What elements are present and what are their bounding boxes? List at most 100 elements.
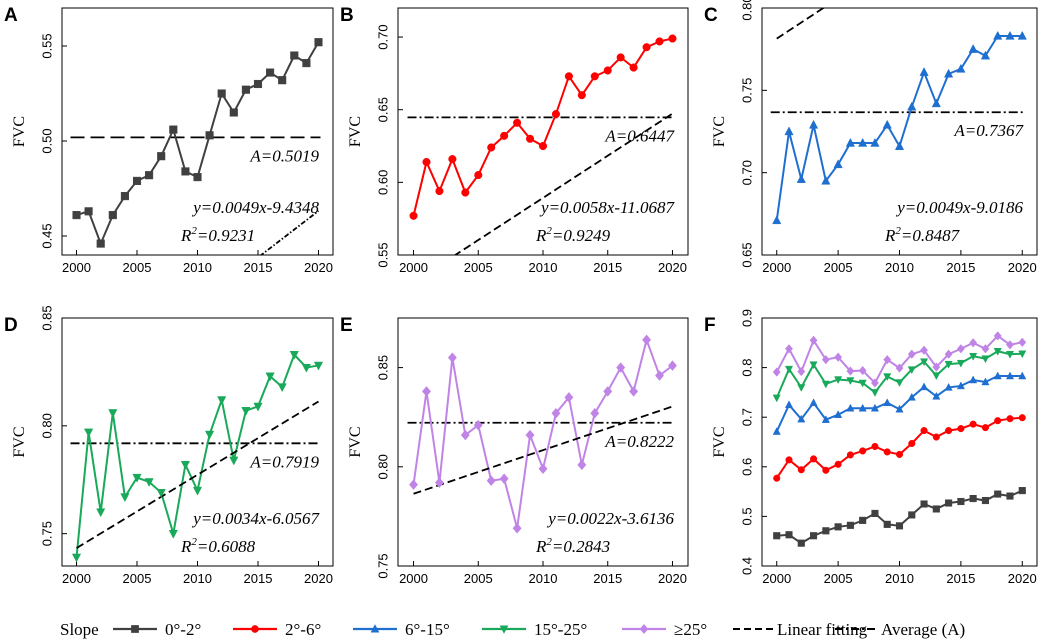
- data-point: [969, 420, 977, 428]
- data-point: [667, 360, 677, 371]
- y-tick-label: 0.9: [739, 309, 754, 327]
- data-point: [895, 363, 904, 373]
- panel-label: F: [704, 315, 716, 336]
- y-tick-label: 0.75: [375, 553, 390, 578]
- data-point: [144, 478, 154, 487]
- data-point: [241, 407, 251, 416]
- data-point: [809, 361, 818, 370]
- y-tick-label: 0.65: [739, 242, 754, 267]
- legend-swatch-marker: [639, 623, 649, 635]
- y-tick-label: 0.55: [39, 33, 54, 58]
- data-point: [883, 398, 892, 407]
- legend: Slope 0°-2° 2°-6° 6°-15° 15°-25° ≥25° Linear f…: [60, 620, 965, 639]
- y-axis-label: FVC: [11, 116, 28, 147]
- legend-swatch-marker: [370, 624, 380, 633]
- fit-equation: y=0.0049x-9.0186: [895, 198, 1023, 217]
- data-point: [969, 352, 978, 361]
- y-tick-label: 0.8: [739, 359, 754, 377]
- x-tick-label: 2015: [946, 260, 975, 275]
- data-point: [108, 211, 117, 220]
- data-point: [772, 215, 782, 225]
- data-point: [907, 349, 916, 359]
- data-point: [487, 143, 496, 152]
- x-tick-label: 2015: [593, 260, 622, 275]
- data-point: [945, 427, 953, 435]
- r-squared-prefix: R: [180, 226, 192, 245]
- data-point: [920, 427, 928, 435]
- data-point: [1006, 492, 1014, 500]
- data-point: [603, 66, 612, 75]
- data-point: [980, 50, 991, 60]
- data-point: [473, 419, 483, 431]
- data-point: [907, 101, 917, 111]
- x-tick-label: 2005: [824, 571, 853, 586]
- average-annotation: A=0.6447: [604, 126, 675, 145]
- y-axis-label: FVC: [11, 426, 28, 457]
- data-point: [834, 460, 842, 468]
- legend-item: 0°-2°: [113, 620, 201, 639]
- legend-item: ≥25°: [622, 620, 707, 639]
- data-point: [525, 429, 535, 441]
- data-point: [616, 362, 626, 373]
- data-point: [821, 175, 831, 185]
- x-tick-label: 2020: [304, 571, 333, 586]
- data-point: [809, 335, 818, 345]
- y-tick-label: 0.50: [39, 128, 54, 153]
- data-point: [84, 207, 93, 216]
- data-point: [538, 463, 548, 475]
- data-point: [810, 532, 818, 540]
- data-point: [460, 429, 470, 441]
- data-point: [773, 532, 781, 540]
- data-point: [590, 72, 599, 81]
- data-point: [1017, 30, 1027, 40]
- x-tick-label: 2020: [658, 571, 687, 586]
- data-point: [72, 211, 81, 220]
- plot-area: [70, 38, 323, 255]
- r-squared: R2=0.9249: [535, 225, 611, 245]
- data-point: [895, 379, 904, 387]
- data-point: [564, 72, 573, 81]
- legend-swatch-marker: [251, 625, 259, 633]
- x-tick-label: 2020: [1008, 260, 1037, 275]
- data-point: [895, 450, 904, 458]
- data-point: [784, 400, 794, 409]
- data-point: [314, 38, 323, 47]
- data-point: [883, 354, 892, 365]
- x-tick-label: 2015: [946, 571, 975, 586]
- data-point: [290, 51, 299, 60]
- linear-fit-line: [413, 405, 673, 495]
- data-point: [858, 137, 868, 147]
- data-point: [870, 378, 879, 388]
- data-point: [845, 137, 855, 147]
- data-point: [895, 522, 904, 530]
- data-point: [956, 381, 965, 390]
- r-squared: R2=0.9231: [180, 225, 255, 245]
- data-point: [229, 108, 238, 117]
- data-point: [821, 354, 830, 365]
- data-point: [289, 350, 299, 360]
- r-squared-value: =0.9231: [197, 226, 255, 245]
- data-point: [1018, 350, 1027, 359]
- data-point: [409, 211, 418, 220]
- data-point: [1018, 371, 1027, 380]
- plot-area: [407, 34, 677, 255]
- y-axis-label: FVC: [347, 426, 364, 457]
- panel-label: A: [4, 5, 18, 26]
- linear-fit-line: [259, 210, 320, 255]
- data-point: [797, 539, 805, 547]
- r-squared-value: =0.9249: [552, 226, 611, 245]
- legend-item-label: ≥25°: [674, 620, 707, 639]
- r-squared-value: =0.6088: [197, 537, 256, 556]
- data-point: [253, 402, 263, 412]
- data-point: [956, 344, 965, 354]
- data-point: [132, 473, 142, 483]
- r-squared-exponent: 2: [895, 225, 901, 237]
- legend-linear-fit-label: Linear fitting: [777, 620, 868, 639]
- data-point: [969, 375, 978, 384]
- data-point: [994, 417, 1002, 425]
- data-point: [193, 173, 202, 182]
- y-tick-label: 0.75: [739, 78, 754, 103]
- data-point: [981, 424, 989, 432]
- data-point: [944, 349, 953, 359]
- r-squared: R2=0.8487: [884, 225, 961, 245]
